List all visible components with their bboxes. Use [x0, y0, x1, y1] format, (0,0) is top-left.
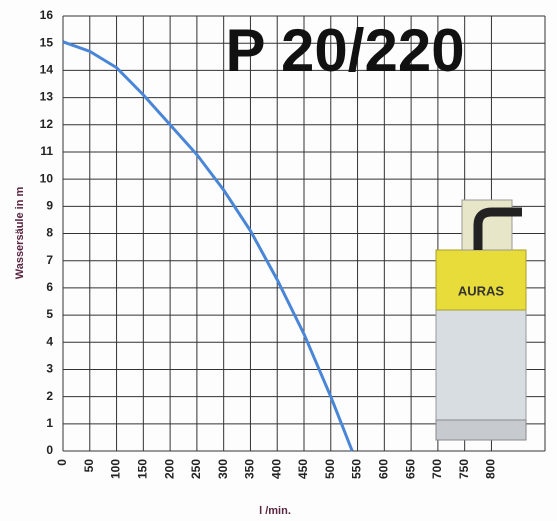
x-tick-label: 200 [162, 459, 176, 479]
x-tick-label: 150 [136, 459, 150, 479]
y-tick-label: 13 [40, 90, 54, 104]
data-line [62, 40, 354, 452]
y-tick-label: 6 [46, 280, 53, 294]
y-tick-label: 1 [46, 416, 53, 430]
pump-label: AURAS [458, 283, 505, 298]
x-tick-label: 0 [55, 459, 69, 466]
y-tick-label: 14 [40, 63, 54, 77]
y-tick-label: 3 [46, 362, 53, 376]
pump-band [435, 249, 527, 311]
x-tick-label: 400 [269, 459, 283, 479]
x-axis-label: l /min. [259, 505, 291, 517]
x-tick-label: 800 [484, 459, 498, 479]
x-tick-label: 300 [216, 459, 230, 479]
y-tick-label: 12 [40, 117, 54, 131]
x-tick-label: 550 [350, 459, 364, 479]
y-tick-label: 8 [46, 226, 53, 240]
x-tick-label: 350 [243, 459, 257, 479]
x-tick-label: 600 [377, 459, 391, 479]
y-tick-label: 0 [46, 443, 53, 457]
y-tick-label: 10 [40, 171, 54, 185]
chart-title: P 20/220 [225, 17, 464, 84]
y-tick-label: 15 [40, 35, 54, 49]
pump-illustration: AURAS [435, 199, 527, 441]
pump-base [435, 419, 527, 441]
x-tick-label: 250 [189, 459, 203, 479]
x-tick-label: 50 [82, 459, 96, 473]
y-tick-label: 5 [46, 307, 53, 321]
y-tick-label: 11 [40, 144, 53, 158]
x-tick-label: 100 [109, 459, 123, 479]
x-tick-label: 500 [323, 459, 337, 479]
x-tick-label: 450 [296, 459, 310, 479]
y-tick-label: 2 [46, 389, 53, 403]
y-axis-label: Wassersäule in m [14, 187, 26, 280]
y-tick-label: 7 [46, 253, 53, 267]
y-tick-label: 9 [46, 198, 53, 212]
pump-hose [473, 207, 522, 250]
grid [62, 15, 546, 452]
x-tick-label: 750 [457, 459, 471, 479]
y-tick-label: 16 [40, 8, 54, 22]
x-tick-label: 650 [403, 459, 417, 479]
y-tick-label: 4 [46, 334, 53, 348]
x-tick-label: 700 [430, 459, 444, 479]
